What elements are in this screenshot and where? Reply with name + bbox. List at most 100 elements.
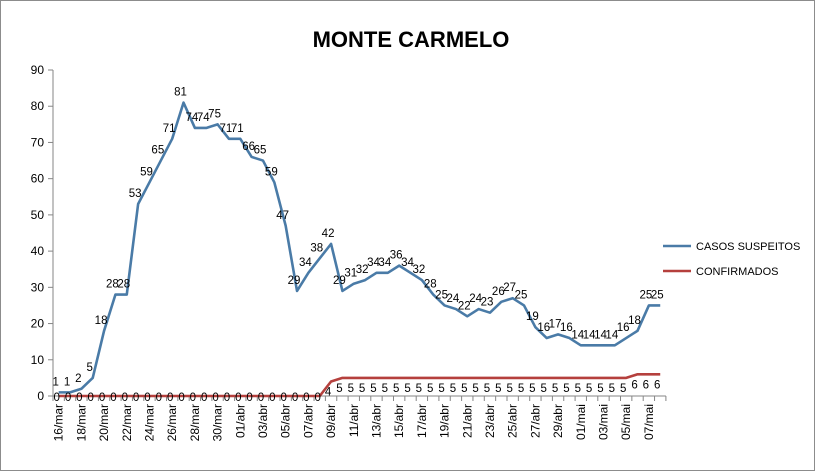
data-label: 34 bbox=[378, 257, 391, 269]
x-tick-label: 01/mai bbox=[574, 404, 588, 440]
y-tick-label: 40 bbox=[31, 244, 45, 258]
x-tick-label: 17/abr bbox=[415, 404, 429, 438]
y-tick-label: 80 bbox=[31, 99, 45, 113]
data-label: 27 bbox=[503, 282, 516, 294]
data-label: 23 bbox=[481, 297, 494, 309]
chart-title: MONTE CARMELO bbox=[313, 27, 510, 52]
y-tick-label: 50 bbox=[31, 208, 45, 222]
data-label: 47 bbox=[276, 210, 289, 222]
data-label: 25 bbox=[515, 289, 528, 301]
data-label: 5 bbox=[518, 383, 524, 395]
data-label: 5 bbox=[506, 383, 512, 395]
y-tick-label: 60 bbox=[31, 172, 45, 186]
data-label: 28 bbox=[424, 279, 437, 291]
data-label: 36 bbox=[390, 250, 403, 262]
data-label: 71 bbox=[220, 123, 233, 135]
data-label: 5 bbox=[336, 383, 342, 395]
data-label: 0 bbox=[201, 392, 207, 404]
data-label: 0 bbox=[99, 392, 105, 404]
data-label: 0 bbox=[76, 392, 82, 404]
data-label: 5 bbox=[472, 383, 478, 395]
data-label: 14 bbox=[605, 329, 618, 341]
y-tick-label: 0 bbox=[37, 389, 44, 403]
data-label: 0 bbox=[167, 392, 173, 404]
data-label: 5 bbox=[427, 383, 433, 395]
x-tick-label: 27/abr bbox=[528, 404, 542, 438]
data-label: 53 bbox=[129, 188, 142, 200]
data-label: 14 bbox=[594, 329, 607, 341]
x-tick-label: 19/abr bbox=[438, 404, 452, 438]
data-label: 0 bbox=[122, 392, 128, 404]
data-label: 2 bbox=[75, 373, 81, 385]
data-label: 0 bbox=[53, 392, 59, 404]
x-tick-label: 13/abr bbox=[369, 404, 383, 438]
y-tick-label: 20 bbox=[31, 317, 45, 331]
data-label: 28 bbox=[106, 279, 119, 291]
data-label: 6 bbox=[643, 379, 649, 391]
data-label: 32 bbox=[412, 264, 425, 276]
data-label: 0 bbox=[315, 392, 321, 404]
x-tick-label: 11/abr bbox=[347, 404, 361, 437]
data-label: 65 bbox=[151, 145, 164, 157]
data-label: 6 bbox=[654, 379, 660, 391]
data-label: 17 bbox=[549, 318, 562, 330]
data-label: 34 bbox=[401, 257, 414, 269]
data-label: 34 bbox=[299, 257, 312, 269]
data-label: 5 bbox=[87, 362, 93, 374]
x-tick-label: 22/mar bbox=[120, 404, 134, 441]
data-label: 26 bbox=[492, 286, 505, 298]
x-tick-label: 26/mar bbox=[165, 404, 179, 441]
data-label: 5 bbox=[416, 383, 422, 395]
data-label: 0 bbox=[235, 392, 241, 404]
data-label: 0 bbox=[292, 392, 298, 404]
data-label: 0 bbox=[178, 392, 184, 404]
data-label: 5 bbox=[348, 383, 354, 395]
x-tick-label: 28/mar bbox=[188, 404, 202, 441]
x-tick-label: 24/mar bbox=[142, 404, 156, 441]
y-tick-label: 30 bbox=[31, 280, 45, 294]
data-label: 1 bbox=[52, 376, 58, 388]
data-label: 16 bbox=[617, 322, 630, 334]
data-label: 5 bbox=[541, 383, 547, 395]
data-label: 24 bbox=[469, 293, 482, 305]
legend-label: CASOS SUSPEITOS bbox=[696, 241, 800, 253]
data-label: 0 bbox=[190, 392, 196, 404]
data-label: 0 bbox=[65, 392, 71, 404]
data-label: 38 bbox=[310, 242, 323, 254]
data-label: 18 bbox=[628, 315, 641, 327]
data-label: 18 bbox=[95, 315, 108, 327]
data-label: 5 bbox=[597, 383, 603, 395]
x-tick-label: 18/mar bbox=[74, 404, 88, 441]
data-label: 71 bbox=[231, 123, 244, 135]
data-label: 29 bbox=[333, 275, 346, 287]
x-tick-label: 05/mai bbox=[619, 404, 633, 440]
data-label: 34 bbox=[367, 257, 380, 269]
data-label: 0 bbox=[144, 392, 150, 404]
data-label: 0 bbox=[224, 392, 230, 404]
data-label: 32 bbox=[356, 264, 369, 276]
data-label: 74 bbox=[197, 112, 210, 124]
data-label: 0 bbox=[212, 392, 218, 404]
x-tick-label: 25/abr bbox=[506, 404, 520, 438]
data-labels: 1 1 25182828535965718174747571716665594729… bbox=[52, 87, 663, 404]
data-label: 19 bbox=[526, 311, 539, 323]
data-label: 59 bbox=[140, 166, 153, 178]
data-label: 5 bbox=[484, 383, 490, 395]
data-label: 0 bbox=[258, 392, 264, 404]
legend: CASOS SUSPEITOS CONFIRMADOS bbox=[663, 241, 800, 278]
data-label: 5 bbox=[620, 383, 626, 395]
data-label: 5 bbox=[586, 383, 592, 395]
data-label: 65 bbox=[254, 145, 267, 157]
x-tick-label: 29/abr bbox=[551, 404, 565, 438]
data-label: 22 bbox=[458, 300, 471, 312]
data-label: 71 bbox=[163, 123, 176, 135]
x-tick-label: 03/abr bbox=[256, 404, 270, 438]
data-label: 75 bbox=[208, 108, 221, 120]
series-line-confirmados bbox=[58, 372, 661, 398]
x-tick-label: 09/abr bbox=[324, 404, 338, 438]
data-label: 5 bbox=[609, 383, 615, 395]
data-label: 0 bbox=[303, 392, 309, 404]
